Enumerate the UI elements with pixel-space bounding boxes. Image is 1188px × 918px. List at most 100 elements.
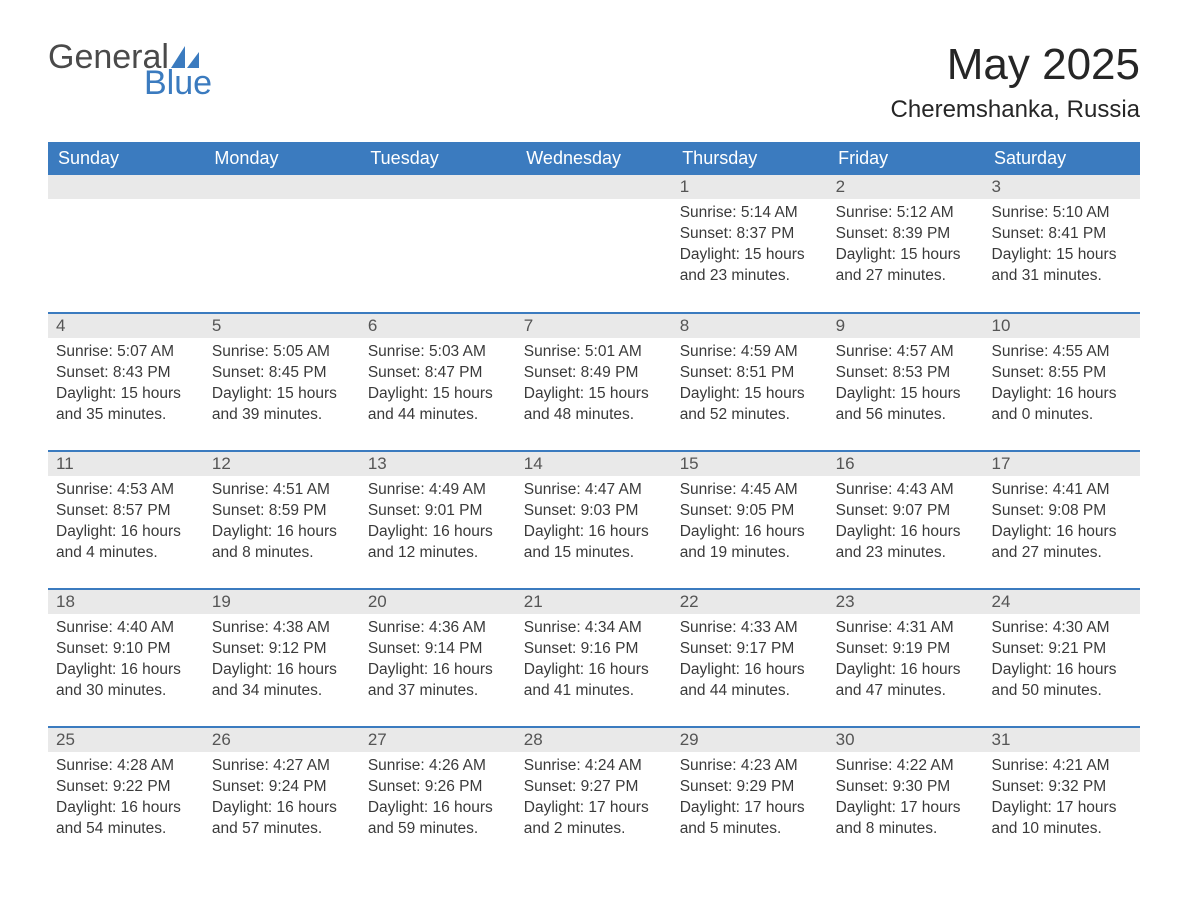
day-details: Sunrise: 5:12 AMSunset: 8:39 PMDaylight:… [828, 199, 984, 295]
sunset-line: Sunset: 8:43 PM [56, 363, 196, 384]
day-details: Sunrise: 4:28 AMSunset: 9:22 PMDaylight:… [48, 752, 204, 848]
month-title: May 2025 [891, 40, 1140, 90]
sunset-line: Sunset: 9:16 PM [524, 639, 664, 660]
sunset-line: Sunset: 9:26 PM [368, 777, 508, 798]
day-number: 11 [48, 452, 204, 476]
calendar-cell: 24Sunrise: 4:30 AMSunset: 9:21 PMDayligh… [984, 589, 1140, 727]
day-number: 18 [48, 590, 204, 614]
weekday-header: Sunday [48, 142, 204, 175]
day-details: Sunrise: 4:40 AMSunset: 9:10 PMDaylight:… [48, 614, 204, 710]
day-number: 24 [984, 590, 1140, 614]
daylight-line: Daylight: 17 hours and 2 minutes. [524, 798, 664, 840]
calendar-cell: 5Sunrise: 5:05 AMSunset: 8:45 PMDaylight… [204, 313, 360, 451]
day-details: Sunrise: 5:05 AMSunset: 8:45 PMDaylight:… [204, 338, 360, 434]
day-number: 30 [828, 728, 984, 752]
calendar-cell: 6Sunrise: 5:03 AMSunset: 8:47 PMDaylight… [360, 313, 516, 451]
sunrise-line: Sunrise: 4:27 AM [212, 756, 352, 777]
calendar-cell: 4Sunrise: 5:07 AMSunset: 8:43 PMDaylight… [48, 313, 204, 451]
sunset-line: Sunset: 8:41 PM [992, 224, 1132, 245]
calendar-cell: 31Sunrise: 4:21 AMSunset: 9:32 PMDayligh… [984, 727, 1140, 865]
sunset-line: Sunset: 9:21 PM [992, 639, 1132, 660]
day-details: Sunrise: 4:53 AMSunset: 8:57 PMDaylight:… [48, 476, 204, 572]
daylight-line: Daylight: 16 hours and 54 minutes. [56, 798, 196, 840]
sunset-line: Sunset: 9:12 PM [212, 639, 352, 660]
logo-word-blue: Blue [144, 66, 212, 100]
day-details: Sunrise: 4:55 AMSunset: 8:55 PMDaylight:… [984, 338, 1140, 434]
day-number: 2 [828, 175, 984, 199]
calendar-cell [516, 175, 672, 313]
calendar-cell: 3Sunrise: 5:10 AMSunset: 8:41 PMDaylight… [984, 175, 1140, 313]
day-number: 8 [672, 314, 828, 338]
day-number: 10 [984, 314, 1140, 338]
daylight-line: Daylight: 15 hours and 35 minutes. [56, 384, 196, 426]
day-number: 15 [672, 452, 828, 476]
sunrise-line: Sunrise: 4:34 AM [524, 618, 664, 639]
calendar-cell: 14Sunrise: 4:47 AMSunset: 9:03 PMDayligh… [516, 451, 672, 589]
sunrise-line: Sunrise: 4:30 AM [992, 618, 1132, 639]
calendar-cell [204, 175, 360, 313]
calendar-cell: 30Sunrise: 4:22 AMSunset: 9:30 PMDayligh… [828, 727, 984, 865]
calendar-cell: 21Sunrise: 4:34 AMSunset: 9:16 PMDayligh… [516, 589, 672, 727]
day-number: 6 [360, 314, 516, 338]
sunrise-line: Sunrise: 4:41 AM [992, 480, 1132, 501]
calendar-cell: 23Sunrise: 4:31 AMSunset: 9:19 PMDayligh… [828, 589, 984, 727]
weekday-row: SundayMondayTuesdayWednesdayThursdayFrid… [48, 142, 1140, 175]
day-number: 16 [828, 452, 984, 476]
day-number: 19 [204, 590, 360, 614]
day-number: 22 [672, 590, 828, 614]
calendar-week-row: 4Sunrise: 5:07 AMSunset: 8:43 PMDaylight… [48, 313, 1140, 451]
day-details: Sunrise: 4:36 AMSunset: 9:14 PMDaylight:… [360, 614, 516, 710]
day-number [360, 175, 516, 199]
sunrise-line: Sunrise: 4:59 AM [680, 342, 820, 363]
day-details: Sunrise: 4:47 AMSunset: 9:03 PMDaylight:… [516, 476, 672, 572]
daylight-line: Daylight: 16 hours and 0 minutes. [992, 384, 1132, 426]
sunrise-line: Sunrise: 4:53 AM [56, 480, 196, 501]
calendar-cell: 9Sunrise: 4:57 AMSunset: 8:53 PMDaylight… [828, 313, 984, 451]
sunset-line: Sunset: 8:39 PM [836, 224, 976, 245]
calendar-week-row: 18Sunrise: 4:40 AMSunset: 9:10 PMDayligh… [48, 589, 1140, 727]
sunrise-line: Sunrise: 5:01 AM [524, 342, 664, 363]
sunset-line: Sunset: 9:08 PM [992, 501, 1132, 522]
day-number: 26 [204, 728, 360, 752]
calendar-cell: 15Sunrise: 4:45 AMSunset: 9:05 PMDayligh… [672, 451, 828, 589]
day-number: 7 [516, 314, 672, 338]
sunset-line: Sunset: 9:27 PM [524, 777, 664, 798]
sunrise-line: Sunrise: 5:12 AM [836, 203, 976, 224]
calendar-cell: 17Sunrise: 4:41 AMSunset: 9:08 PMDayligh… [984, 451, 1140, 589]
day-details: Sunrise: 4:30 AMSunset: 9:21 PMDaylight:… [984, 614, 1140, 710]
header: General Blue May 2025 Cheremshanka, Russ… [48, 40, 1140, 124]
day-number: 13 [360, 452, 516, 476]
day-number: 17 [984, 452, 1140, 476]
sunset-line: Sunset: 8:47 PM [368, 363, 508, 384]
daylight-line: Daylight: 15 hours and 23 minutes. [680, 245, 820, 287]
sunset-line: Sunset: 9:01 PM [368, 501, 508, 522]
day-number: 1 [672, 175, 828, 199]
sunrise-line: Sunrise: 4:51 AM [212, 480, 352, 501]
day-details: Sunrise: 4:21 AMSunset: 9:32 PMDaylight:… [984, 752, 1140, 848]
sunset-line: Sunset: 8:53 PM [836, 363, 976, 384]
sunrise-line: Sunrise: 4:28 AM [56, 756, 196, 777]
day-number: 25 [48, 728, 204, 752]
daylight-line: Daylight: 15 hours and 52 minutes. [680, 384, 820, 426]
weekday-header: Monday [204, 142, 360, 175]
location: Cheremshanka, Russia [891, 96, 1140, 124]
calendar-cell: 13Sunrise: 4:49 AMSunset: 9:01 PMDayligh… [360, 451, 516, 589]
sunrise-line: Sunrise: 4:38 AM [212, 618, 352, 639]
day-details: Sunrise: 4:26 AMSunset: 9:26 PMDaylight:… [360, 752, 516, 848]
sunrise-line: Sunrise: 4:24 AM [524, 756, 664, 777]
sunrise-line: Sunrise: 4:22 AM [836, 756, 976, 777]
daylight-line: Daylight: 16 hours and 57 minutes. [212, 798, 352, 840]
sunset-line: Sunset: 9:24 PM [212, 777, 352, 798]
sunrise-line: Sunrise: 4:57 AM [836, 342, 976, 363]
daylight-line: Daylight: 15 hours and 27 minutes. [836, 245, 976, 287]
sunset-line: Sunset: 9:14 PM [368, 639, 508, 660]
daylight-line: Daylight: 15 hours and 31 minutes. [992, 245, 1132, 287]
calendar-body: 1Sunrise: 5:14 AMSunset: 8:37 PMDaylight… [48, 175, 1140, 865]
calendar-cell: 28Sunrise: 4:24 AMSunset: 9:27 PMDayligh… [516, 727, 672, 865]
sunset-line: Sunset: 9:22 PM [56, 777, 196, 798]
daylight-line: Daylight: 17 hours and 5 minutes. [680, 798, 820, 840]
day-details: Sunrise: 5:03 AMSunset: 8:47 PMDaylight:… [360, 338, 516, 434]
day-details: Sunrise: 4:33 AMSunset: 9:17 PMDaylight:… [672, 614, 828, 710]
daylight-line: Daylight: 16 hours and 34 minutes. [212, 660, 352, 702]
calendar-cell [360, 175, 516, 313]
